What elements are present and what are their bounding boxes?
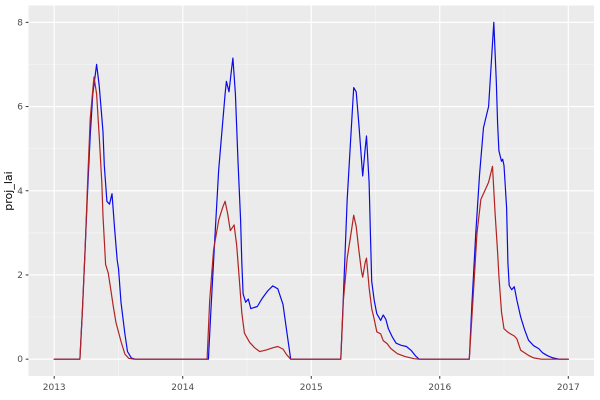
x-tick-label: 2016: [428, 383, 451, 393]
x-tick-label: 2015: [300, 383, 323, 393]
x-tick-label: 2013: [43, 383, 66, 393]
y-tick-label: 4: [17, 187, 23, 197]
y-tick-label: 8: [17, 18, 23, 28]
x-tick-label: 2017: [557, 383, 580, 393]
series-line-blue-projection: [53, 21, 569, 360]
y-axis-title: proj_lai: [2, 171, 15, 210]
y-tick-label: 6: [17, 103, 23, 113]
x-tick-label: 2014: [171, 383, 194, 393]
y-tick-label: 0: [17, 355, 23, 365]
y-tick-label: 2: [17, 271, 23, 281]
series-line-red-projection: [53, 76, 569, 360]
